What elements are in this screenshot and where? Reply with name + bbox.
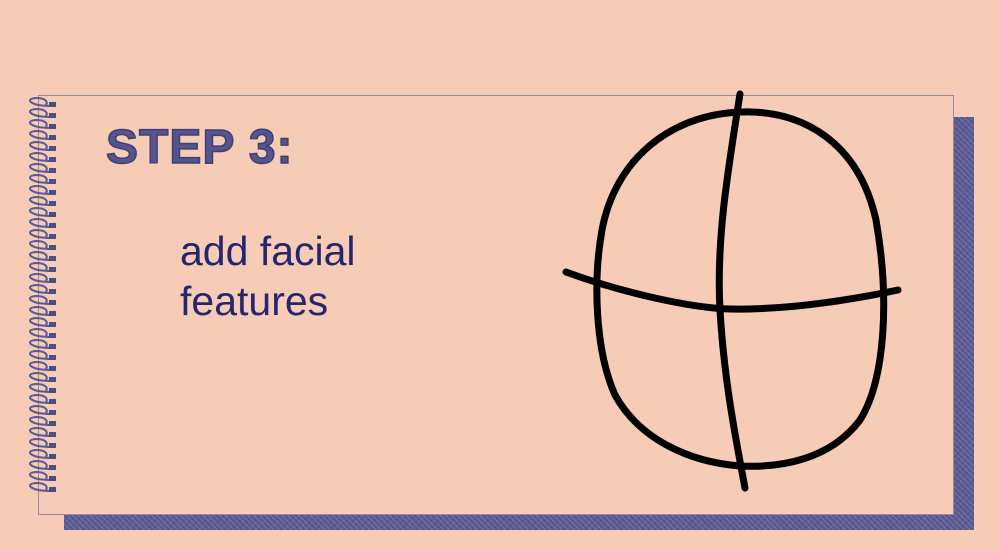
spiral-coil: [28, 316, 56, 327]
spiral-coil: [28, 250, 56, 261]
spiral-coil: [28, 107, 56, 118]
spiral-coil: [28, 206, 56, 217]
spiral-coil: [28, 470, 56, 481]
spiral-coil: [28, 448, 56, 459]
spiral-coil: [28, 239, 56, 250]
spiral-coil: [28, 349, 56, 360]
spiral-coil: [28, 371, 56, 382]
spiral-coil: [28, 96, 56, 107]
step-instruction: add facial features: [180, 228, 356, 324]
spiral-coil: [28, 140, 56, 151]
spiral-coil: [28, 338, 56, 349]
spiral-coil: [28, 481, 56, 492]
spiral-coil: [28, 272, 56, 283]
spiral-coil: [28, 393, 56, 404]
head-outline: [593, 108, 888, 470]
spiral-coil: [28, 217, 56, 228]
horizontal-guideline: [562, 268, 902, 313]
spiral-coil: [28, 404, 56, 415]
spiral-coil: [28, 195, 56, 206]
spiral-coil: [28, 382, 56, 393]
spiral-binding-icon: [28, 96, 56, 492]
spiral-coil: [28, 173, 56, 184]
vertical-guideline: [715, 90, 749, 492]
spiral-coil: [28, 437, 56, 448]
spiral-coil: [28, 294, 56, 305]
spiral-coil: [28, 118, 56, 129]
spiral-coil: [28, 283, 56, 294]
spiral-coil: [28, 184, 56, 195]
spiral-coil: [28, 327, 56, 338]
spiral-coil: [28, 151, 56, 162]
spiral-coil: [28, 261, 56, 272]
face-guidelines-sketch: [562, 90, 902, 492]
spiral-coil: [28, 305, 56, 316]
spiral-coil: [28, 228, 56, 239]
spiral-coil: [28, 459, 56, 470]
spiral-coil: [28, 426, 56, 437]
spiral-coil: [28, 162, 56, 173]
step-title: STEP 3:: [105, 121, 294, 174]
spiral-coil: [28, 360, 56, 371]
spiral-coil: [28, 129, 56, 140]
spiral-coil: [28, 415, 56, 426]
